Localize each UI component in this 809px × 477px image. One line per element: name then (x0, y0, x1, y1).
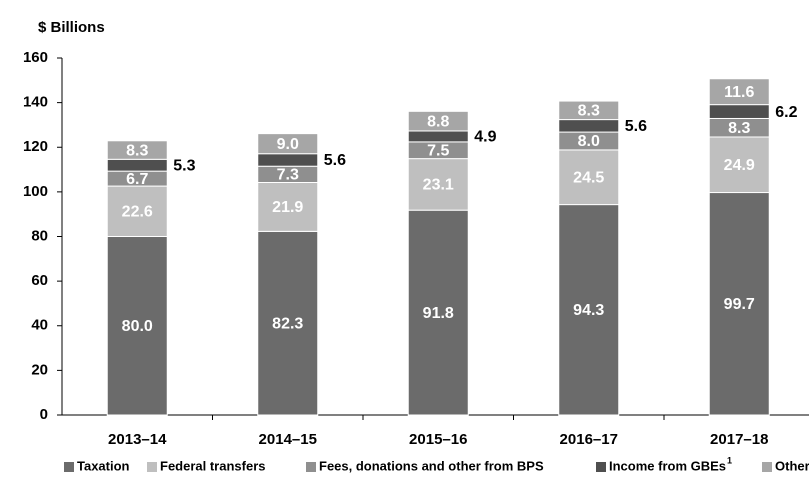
bar-segment (708, 136, 770, 194)
legend-label: Federal transfers (160, 458, 266, 473)
data-label: 23.1 (423, 177, 454, 194)
bar-segment (106, 236, 168, 416)
legend-swatch (147, 462, 157, 472)
data-label: 21.9 (272, 199, 303, 216)
data-label: 7.3 (277, 167, 299, 184)
data-label: 6.2 (775, 104, 797, 121)
data-label: 5.6 (324, 152, 346, 169)
data-label: 22.6 (122, 204, 153, 221)
x-tick-label: 2016–17 (560, 431, 618, 448)
data-label: 82.3 (272, 315, 303, 332)
bar-segment (708, 104, 770, 119)
bar-segment (558, 119, 620, 133)
bar-segment (708, 78, 770, 106)
y-tick-label: 80 (31, 227, 48, 244)
data-label: 9.0 (277, 136, 299, 153)
chart-title: $ Billions (38, 19, 105, 36)
bar-segment (407, 110, 469, 132)
bar-segment (558, 149, 620, 206)
data-label: 8.8 (427, 113, 449, 130)
bar-segment (558, 100, 620, 121)
x-tick-label: 2015–16 (409, 431, 467, 448)
legend-swatch (762, 462, 772, 472)
data-label: 24.9 (724, 157, 755, 174)
data-label: 4.9 (474, 129, 496, 146)
data-label: 5.6 (625, 118, 647, 135)
data-label: 94.3 (573, 302, 604, 319)
x-tick-label: 2014–15 (259, 431, 317, 448)
data-label: 8.0 (578, 133, 600, 150)
legend-label: Taxation (77, 458, 130, 473)
legend-label: Fees, donations and other from BPS (319, 458, 544, 473)
legend-label: Income from GBEs (609, 458, 726, 473)
data-label: 11.6 (724, 84, 754, 101)
bar-segment (257, 230, 319, 416)
bar-segment (558, 204, 620, 416)
legend-swatch (596, 462, 606, 472)
bar-segment (106, 158, 168, 172)
legend-label: Other (775, 458, 809, 473)
bar-segment (407, 209, 469, 416)
y-tick-label: 40 (31, 317, 48, 334)
data-label: 24.5 (573, 169, 604, 186)
bar-segment (407, 158, 469, 211)
y-tick-label: 20 (31, 361, 48, 378)
y-tick-label: 100 (23, 183, 48, 200)
x-tick-label: 2013–14 (108, 431, 167, 448)
bar-segment (407, 130, 469, 143)
y-tick-label: 140 (23, 94, 48, 111)
x-tick-label: 2017–18 (710, 431, 768, 448)
legend-swatch (306, 462, 316, 472)
data-label: 8.3 (728, 120, 750, 137)
data-label: 6.7 (126, 171, 148, 188)
data-label: 8.3 (578, 103, 600, 120)
y-tick-label: 0 (40, 406, 48, 423)
data-label: 7.5 (427, 142, 449, 159)
data-label: 8.3 (126, 142, 148, 159)
y-tick-label: 160 (23, 49, 48, 66)
data-label: 80.0 (122, 318, 153, 335)
bar-segment (106, 140, 168, 160)
bar-segment (708, 192, 770, 416)
bar-segment (257, 182, 319, 232)
bar-segment (257, 153, 319, 167)
y-tick-label: 120 (23, 138, 48, 155)
data-label: 91.8 (423, 305, 454, 322)
bar-segment (257, 133, 319, 155)
legend-footnote: 1 (727, 455, 732, 465)
y-tick-label: 60 (31, 272, 48, 289)
legend-swatch (64, 462, 74, 472)
data-label: 5.3 (173, 157, 195, 174)
data-label: 99.7 (724, 296, 755, 313)
